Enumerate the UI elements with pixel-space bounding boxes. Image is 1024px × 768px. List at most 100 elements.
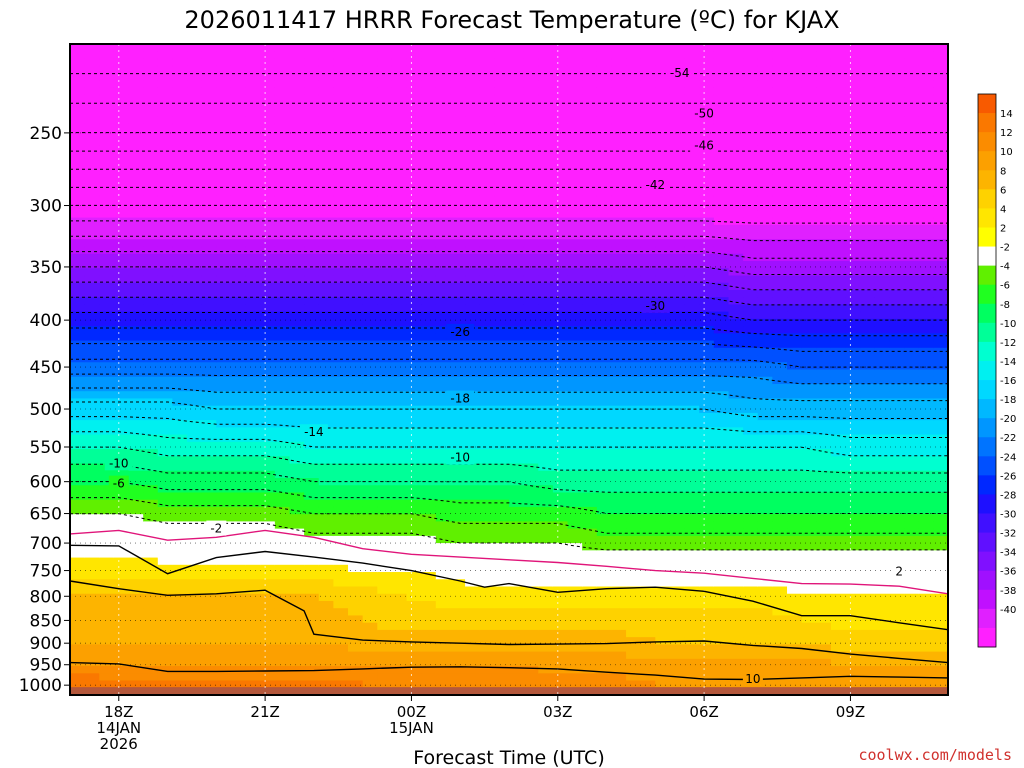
heatmap-cell: [128, 673, 144, 682]
heatmap-cell: [391, 434, 408, 443]
heatmap-cell: [699, 159, 715, 168]
heatmap-cell: [289, 253, 305, 262]
heatmap-cell: [830, 427, 847, 436]
heatmap-cell: [582, 680, 598, 689]
heatmap-cell: [70, 492, 86, 501]
heatmap-cell: [728, 550, 744, 559]
heatmap-cell: [684, 550, 700, 559]
heatmap-cell: [421, 311, 437, 320]
heatmap-cell: [669, 362, 686, 371]
heatmap-cell: [128, 369, 144, 378]
heatmap-cell: [816, 94, 832, 103]
heatmap-cell: [728, 123, 744, 132]
heatmap-cell: [201, 297, 217, 305]
heatmap-cell: [304, 528, 320, 537]
heatmap-cell: [787, 145, 803, 154]
heatmap-cell: [816, 622, 832, 631]
heatmap-cell: [801, 130, 817, 139]
heatmap-cell: [172, 261, 188, 269]
heatmap-cell: [128, 376, 144, 385]
heatmap-cell: [494, 608, 510, 617]
heatmap-cell: [465, 434, 481, 443]
heatmap-cell: [245, 289, 261, 298]
heatmap-cell: [128, 261, 144, 269]
heatmap-cell: [113, 340, 130, 349]
heatmap-cell: [362, 600, 378, 609]
heatmap-cell: [523, 383, 539, 392]
heatmap-cell: [582, 253, 598, 262]
heatmap-cell: [187, 203, 203, 211]
heatmap-cell: [567, 304, 583, 313]
heatmap-cell: [362, 72, 378, 81]
heatmap-cell: [274, 600, 291, 609]
heatmap-cell: [479, 123, 495, 132]
heatmap-cell: [450, 261, 466, 269]
heatmap-cell: [216, 376, 232, 385]
heatmap-cell: [216, 383, 232, 392]
heatmap-cell: [84, 289, 100, 298]
heatmap-cell: [84, 340, 100, 349]
heatmap-cell: [640, 449, 656, 457]
heatmap-cell: [582, 557, 598, 566]
heatmap-cell: [230, 289, 247, 298]
heatmap-cell: [523, 340, 539, 349]
heatmap-cell: [830, 253, 847, 262]
heatmap-cell: [274, 44, 291, 52]
heatmap-cell: [640, 253, 656, 262]
heatmap-cell: [348, 658, 364, 667]
heatmap-cell: [84, 326, 100, 334]
heatmap-cell: [479, 130, 495, 139]
heatmap-cell: [640, 44, 656, 52]
heatmap-cell: [362, 333, 378, 342]
heatmap-cell: [230, 181, 247, 190]
heatmap-cell: [699, 478, 715, 486]
heatmap-cell: [113, 629, 130, 638]
heatmap-cell: [172, 506, 188, 515]
heatmap-cell: [333, 304, 349, 313]
heatmap-cell: [845, 347, 861, 356]
heatmap-cell: [421, 535, 437, 544]
heatmap-cell: [772, 65, 788, 74]
heatmap-cell: [845, 340, 861, 349]
heatmap-cell: [845, 434, 861, 443]
heatmap-cell: [377, 383, 393, 392]
heatmap-cell: [552, 138, 569, 146]
heatmap-cell: [538, 188, 554, 197]
heatmap-cell: [465, 311, 481, 320]
heatmap-cell: [187, 629, 203, 638]
heatmap-cell: [450, 535, 466, 544]
heatmap-cell: [143, 304, 159, 313]
heatmap-cell: [596, 629, 613, 638]
heatmap-cell: [523, 72, 539, 81]
heatmap-cell: [172, 58, 188, 67]
heatmap-cell: [318, 492, 334, 501]
heatmap-cell: [143, 246, 159, 255]
heatmap-cell: [567, 166, 583, 175]
heatmap-cell: [421, 232, 437, 240]
heatmap-cell: [333, 586, 349, 595]
heatmap-cell: [743, 224, 759, 233]
heatmap-cell: [128, 94, 144, 103]
heatmap-cell: [801, 261, 817, 269]
heatmap-cell: [465, 145, 481, 154]
heatmap-cell: [143, 94, 159, 103]
heatmap-cell: [333, 514, 349, 522]
heatmap-cell: [640, 369, 656, 378]
heatmap-cell: [816, 586, 832, 595]
heatmap-cell: [157, 543, 174, 551]
heatmap-cell: [552, 521, 569, 530]
heatmap-cell: [289, 564, 305, 573]
heatmap-cell: [245, 383, 261, 392]
heatmap-cell: [157, 152, 174, 161]
heatmap-cell: [787, 629, 803, 638]
heatmap-cell: [523, 412, 539, 421]
heatmap-cell: [201, 593, 217, 602]
heatmap-cell: [421, 391, 437, 400]
heatmap-cell: [640, 427, 656, 436]
heatmap-cell: [377, 311, 393, 320]
heatmap-cell: [230, 449, 247, 457]
heatmap-cell: [874, 239, 891, 248]
heatmap-cell: [450, 152, 466, 161]
heatmap-cell: [582, 449, 598, 457]
heatmap-cell: [84, 492, 100, 501]
